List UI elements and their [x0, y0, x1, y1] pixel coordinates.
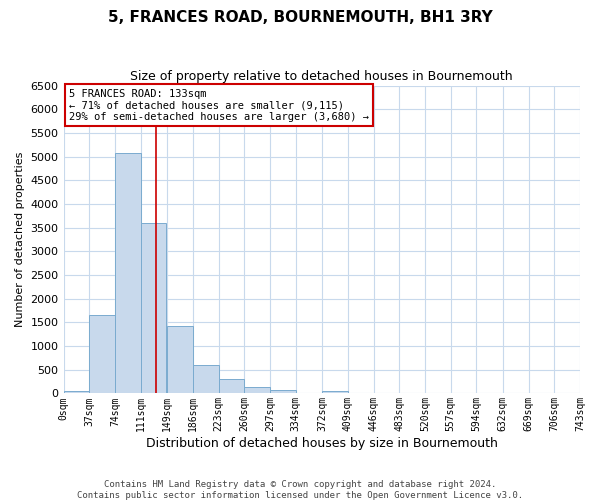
Bar: [115, 154, 140, 394]
Text: 5, FRANCES ROAD, BOURNEMOUTH, BH1 3RY: 5, FRANCES ROAD, BOURNEMOUTH, BH1 3RY: [107, 10, 493, 25]
Bar: [64, 391, 89, 394]
Bar: [193, 364, 218, 394]
Bar: [140, 223, 166, 394]
Title: Size of property relative to detached houses in Bournemouth: Size of property relative to detached ho…: [130, 70, 513, 83]
X-axis label: Distribution of detached houses by size in Bournemouth: Distribution of detached houses by size …: [146, 437, 498, 450]
Text: Contains HM Land Registry data © Crown copyright and database right 2024.
Contai: Contains HM Land Registry data © Crown c…: [77, 480, 523, 500]
Bar: [244, 387, 270, 394]
Bar: [89, 316, 115, 394]
Bar: [218, 379, 244, 394]
Bar: [322, 391, 348, 394]
Y-axis label: Number of detached properties: Number of detached properties: [15, 152, 25, 327]
Text: 5 FRANCES ROAD: 133sqm
← 71% of detached houses are smaller (9,115)
29% of semi-: 5 FRANCES ROAD: 133sqm ← 71% of detached…: [69, 88, 369, 122]
Bar: [270, 390, 296, 394]
Bar: [167, 326, 193, 394]
